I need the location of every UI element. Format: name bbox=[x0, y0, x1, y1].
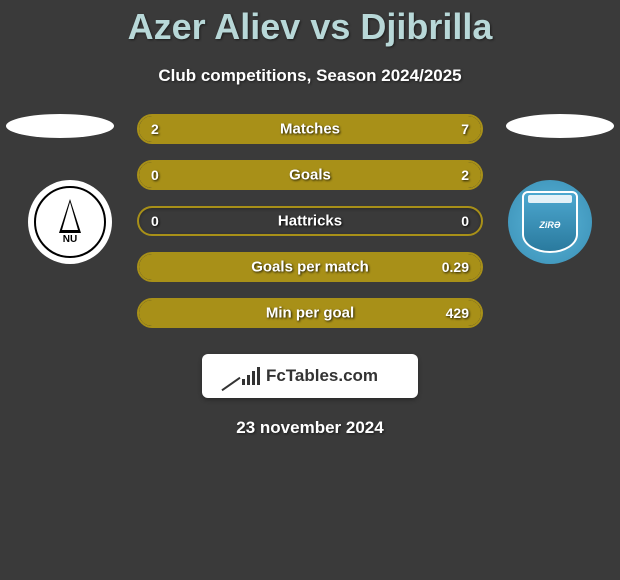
page-title: Azer Aliev vs Djibrilla bbox=[0, 0, 620, 48]
brand-icon-bar bbox=[242, 379, 245, 385]
right-team-badge: ZiRƏ bbox=[508, 180, 592, 264]
stat-value-left: 0 bbox=[151, 213, 159, 229]
stat-value-right: 0 bbox=[461, 213, 469, 229]
stat-value-right: 7 bbox=[461, 121, 469, 137]
stat-label: Min per goal bbox=[266, 305, 354, 322]
left-team-badge: NU bbox=[28, 180, 112, 264]
brand-icon-bar bbox=[257, 367, 260, 385]
right-team-badge-text: ZiRƏ bbox=[539, 220, 560, 230]
page-subtitle: Club competitions, Season 2024/2025 bbox=[0, 66, 620, 86]
left-flag-ellipse bbox=[6, 114, 114, 138]
compare-area: NU ZiRƏ 2 7 Matches 0 2 Goals 0 0 Hattricks 0.29 G… bbox=[0, 114, 620, 344]
stat-value-right: 429 bbox=[446, 305, 469, 321]
stat-bar: 0 0 Hattricks bbox=[137, 206, 483, 236]
brand-text: FcTables.com bbox=[266, 366, 378, 386]
stat-bar: 0 2 Goals bbox=[137, 160, 483, 190]
left-team-badge-text: NU bbox=[63, 234, 77, 245]
oil-derrick-icon bbox=[59, 199, 81, 233]
brand-icon-bar bbox=[247, 375, 250, 385]
stat-label: Hattricks bbox=[278, 213, 342, 230]
stat-bars: 2 7 Matches 0 2 Goals 0 0 Hattricks 0.29 Goals per… bbox=[137, 114, 483, 344]
brand-icon-bar bbox=[252, 371, 255, 385]
date-label: 23 november 2024 bbox=[0, 418, 620, 438]
stat-value-right: 2 bbox=[461, 167, 469, 183]
stat-value-right: 0.29 bbox=[442, 259, 469, 275]
bar-chart-icon bbox=[242, 367, 260, 385]
stat-bar-fill-right bbox=[214, 116, 481, 142]
stat-bar: 2 7 Matches bbox=[137, 114, 483, 144]
stat-bar: 429 Min per goal bbox=[137, 298, 483, 328]
stat-label: Goals bbox=[289, 167, 331, 184]
brand-icon-trendline bbox=[221, 377, 240, 391]
left-team-badge-inner: NU bbox=[34, 186, 106, 258]
comparison-card: Azer Aliev vs Djibrilla Club competition… bbox=[0, 0, 620, 580]
stat-bar: 0.29 Goals per match bbox=[137, 252, 483, 282]
stat-value-left: 2 bbox=[151, 121, 159, 137]
right-team-shield: ZiRƏ bbox=[522, 191, 578, 253]
stat-value-left: 0 bbox=[151, 167, 159, 183]
brand-box: FcTables.com bbox=[202, 354, 418, 398]
stat-label: Goals per match bbox=[251, 259, 369, 276]
stat-label: Matches bbox=[280, 121, 340, 138]
right-flag-ellipse bbox=[506, 114, 614, 138]
